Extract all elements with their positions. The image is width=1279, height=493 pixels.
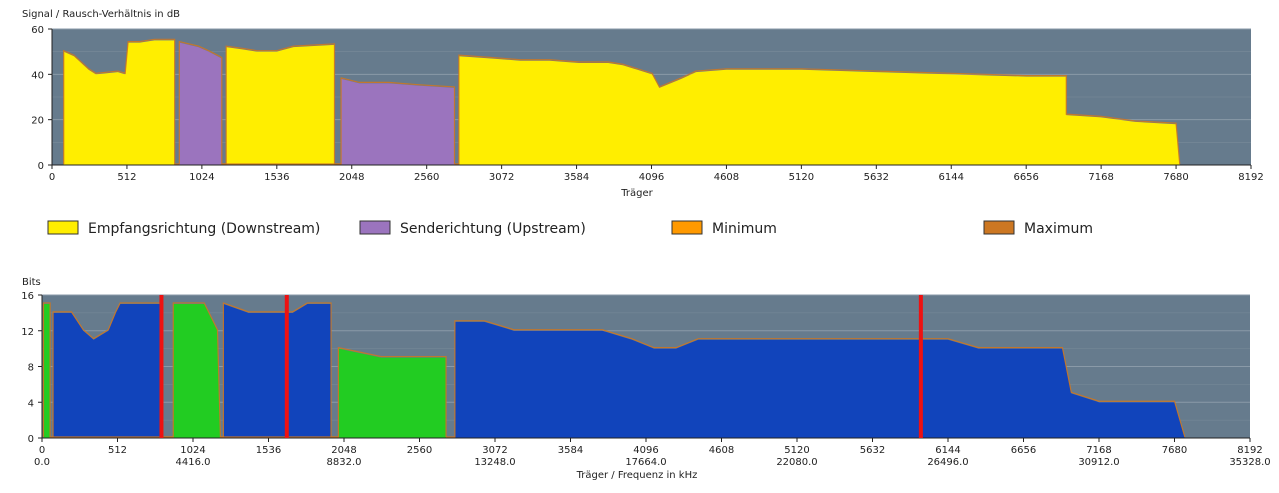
snr-series-1-area	[179, 42, 455, 165]
bits-x-tick-label: 512	[108, 445, 127, 456]
snr-x-tick-label: 512	[117, 172, 136, 183]
legend-item-upstream: Senderichtung (Upstream)	[359, 220, 586, 237]
snr-x-tick-label: 3072	[489, 172, 514, 183]
bits-y-tick-label: 4	[28, 398, 34, 409]
bits-x-tick-label: 6144	[935, 445, 960, 456]
bits-x-tick-label: 4608	[709, 445, 734, 456]
bits-frequency-tick-label: 4416.0	[176, 457, 211, 468]
bits-frequency-tick-label: 26496.0	[927, 457, 968, 468]
bits-x-tick-label: 6656	[1011, 445, 1036, 456]
bits-x-tick-label: 2048	[331, 445, 356, 456]
snr-x-tick-label: 1024	[189, 172, 214, 183]
snr-chart: Signal / Rausch-Verhältnis in dB 0 20 40 60…	[22, 9, 1264, 199]
legend-item-maximum: Maximum	[983, 220, 1093, 237]
snr-x-tick-label: 5632	[864, 172, 889, 183]
snr-y-axis-label: Signal / Rausch-Verhältnis in dB	[22, 9, 180, 20]
bits-frequency-tick-label: 22080.0	[776, 457, 817, 468]
bits-red-marker	[918, 295, 923, 438]
bits-frequency-tick-label: 17664.0	[625, 457, 666, 468]
bits-frequency-ticks: 0.0 4416.0 8832.0 13248.0 17664.0 22080.0 2649…	[34, 457, 1271, 468]
bits-x-tick-label: 2560	[407, 445, 432, 456]
snr-x-tick-label: 6144	[939, 172, 964, 183]
bits-x-tick-label: 8192	[1237, 445, 1262, 456]
legend: Empfangsrichtung (Downstream) Sendericht…	[47, 220, 1093, 237]
bits-x-ticks: 0 512 1024 1536 2048 2560 3072 3584 4096 4608 5120…	[39, 438, 1263, 456]
legend-item-minimum: Minimum	[671, 220, 777, 237]
snr-x-tick-label: 6656	[1013, 172, 1038, 183]
bits-frequency-tick-label: 13248.0	[474, 457, 515, 468]
snr-x-tick-label: 1536	[264, 172, 289, 183]
bits-red-marker	[159, 295, 164, 438]
bits-y-axis-label: Bits	[22, 277, 41, 288]
bits-chart: Bits 0 4 8 12 16 0 512 1024 1536 2048 2560 3072 358…	[21, 277, 1271, 481]
snr-y-tick-label: 60	[31, 25, 44, 36]
snr-x-tick-label: 8192	[1238, 172, 1263, 183]
bits-x-tick-label: 7680	[1162, 445, 1187, 456]
bits-x-tick-label: 1536	[256, 445, 281, 456]
bits-frequency-tick-label: 8832.0	[327, 457, 362, 468]
legend-item-downstream: Empfangsrichtung (Downstream)	[47, 220, 320, 237]
bits-series-0-area	[53, 303, 1185, 438]
bits-y-tick-label: 8	[28, 363, 34, 374]
snr-x-tick-label: 3584	[564, 172, 589, 183]
bits-x-axis-label: Träger / Frequenz in kHz	[576, 470, 698, 481]
bits-x-tick-label: 0	[39, 445, 45, 456]
snr-x-tick-label: 0	[49, 172, 55, 183]
snr-y-tick-label: 0	[38, 161, 44, 172]
bits-y-ticks: 0 4 8 12 16	[21, 291, 42, 445]
bits-frequency-tick-label: 0.0	[34, 457, 50, 468]
legend-swatch-maximum	[983, 220, 1015, 235]
bits-series-1-max-line	[42, 302, 447, 438]
legend-swatch-downstream	[47, 220, 79, 235]
bits-x-tick-label: 5120	[784, 445, 809, 456]
snr-y-tick-label: 40	[31, 70, 44, 81]
bits-frequency-tick-label: 30912.0	[1078, 457, 1119, 468]
legend-label-downstream: Empfangsrichtung (Downstream)	[88, 221, 320, 237]
snr-x-tick-label: 7168	[1088, 172, 1113, 183]
bits-y-tick-label: 16	[21, 291, 34, 302]
snr-y-ticks: 0 20 40 60	[31, 25, 52, 172]
legend-swatch-upstream	[359, 220, 391, 235]
legend-swatch-minimum	[671, 220, 703, 235]
legend-label-maximum: Maximum	[1024, 221, 1093, 237]
snr-x-ticks: 0 512 1024 1536 2048 2560 3072 3584 4096 4608 5120…	[49, 165, 1264, 183]
snr-x-axis-label: Träger	[620, 188, 653, 199]
snr-x-tick-label: 5120	[789, 172, 814, 183]
snr-x-tick-label: 4096	[639, 172, 664, 183]
bits-frequency-tick-label: 35328.0	[1229, 457, 1270, 468]
bits-x-tick-label: 7168	[1086, 445, 1111, 456]
bits-x-tick-label: 3072	[482, 445, 507, 456]
legend-label-upstream: Senderichtung (Upstream)	[400, 221, 586, 237]
bits-x-tick-label: 3584	[558, 445, 583, 456]
bits-y-tick-label: 12	[21, 327, 34, 338]
snr-series-1-max-line	[178, 40, 456, 165]
bits-series-0-max-line	[52, 302, 1186, 438]
bits-red-markers	[159, 295, 923, 438]
snr-x-tick-label: 7680	[1163, 172, 1188, 183]
snr-x-tick-label: 2048	[339, 172, 364, 183]
bits-x-tick-label: 5632	[860, 445, 885, 456]
bits-x-tick-label: 1024	[180, 445, 205, 456]
bits-x-tick-label: 4096	[633, 445, 658, 456]
bits-red-marker	[284, 295, 289, 438]
bits-y-tick-label: 0	[28, 434, 34, 445]
snr-y-tick-label: 20	[31, 116, 44, 127]
snr-x-tick-label: 2560	[414, 172, 439, 183]
legend-label-minimum: Minimum	[712, 221, 777, 237]
bits-series-1-area	[43, 303, 447, 438]
snr-series-0-area	[63, 40, 1180, 166]
snr-x-tick-label: 4608	[714, 172, 739, 183]
snr-series-0-max-line	[63, 38, 1181, 165]
